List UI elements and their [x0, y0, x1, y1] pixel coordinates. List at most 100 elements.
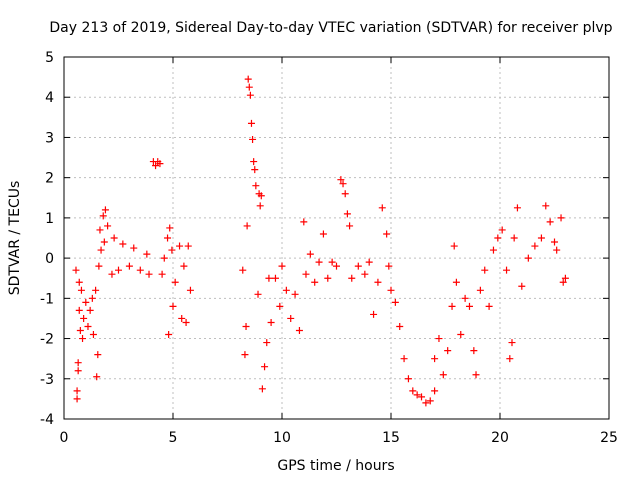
- y-tick-label: 1: [45, 211, 54, 227]
- data-point: [537, 234, 545, 242]
- data-point: [166, 224, 174, 232]
- data-point: [472, 371, 480, 379]
- data-point: [302, 270, 310, 278]
- data-point: [184, 242, 192, 250]
- y-tick-label: 5: [45, 50, 54, 66]
- data-point: [258, 385, 266, 393]
- data-point: [551, 238, 558, 246]
- data-point: [422, 399, 430, 407]
- data-point: [559, 278, 567, 286]
- data-point: [79, 335, 87, 343]
- data-point: [404, 375, 412, 383]
- data-point: [75, 278, 83, 286]
- data-point: [104, 222, 112, 230]
- data-point: [73, 395, 81, 403]
- data-point: [119, 240, 127, 248]
- data-point: [343, 210, 351, 218]
- data-point: [160, 254, 168, 262]
- x-tick-label: 25: [600, 430, 618, 446]
- data-point: [95, 262, 103, 270]
- data-point: [77, 286, 85, 294]
- y-tick-label: 4: [45, 90, 54, 106]
- data-point: [254, 290, 262, 298]
- data-point: [169, 302, 177, 310]
- plot-frame: [63, 56, 610, 420]
- data-point: [553, 246, 561, 254]
- data-point: [426, 397, 434, 405]
- data-point: [76, 327, 84, 335]
- data-point: [246, 91, 254, 99]
- data-point: [503, 266, 511, 274]
- data-point: [186, 286, 194, 294]
- data-point: [339, 180, 347, 188]
- data-point: [341, 190, 349, 198]
- data-point: [518, 282, 526, 290]
- data-point: [249, 135, 257, 143]
- data-point: [374, 278, 382, 286]
- data-point: [319, 230, 327, 238]
- data-point: [444, 347, 452, 355]
- y-tick-label: -4: [40, 412, 54, 428]
- data-point: [365, 258, 373, 266]
- data-point: [239, 266, 247, 274]
- data-point: [100, 238, 108, 246]
- data-point: [257, 192, 265, 200]
- data-point: [73, 387, 81, 395]
- data-point: [84, 322, 92, 330]
- data-point: [383, 230, 391, 238]
- x-tick-label: 5: [169, 430, 178, 446]
- data-point: [108, 270, 116, 278]
- data-point: [333, 262, 340, 270]
- data-point: [243, 222, 251, 230]
- data-point: [328, 258, 336, 266]
- data-point: [413, 391, 421, 399]
- data-point: [506, 355, 514, 363]
- data-point: [101, 206, 109, 214]
- data-point: [125, 262, 133, 270]
- data-point: [508, 339, 516, 347]
- data-point: [252, 182, 260, 190]
- data-point: [513, 204, 521, 212]
- data-point: [435, 335, 443, 343]
- x-axis-label: GPS time / hours: [277, 458, 394, 474]
- data-point: [94, 351, 102, 359]
- data-point: [387, 286, 395, 294]
- data-point: [171, 278, 179, 286]
- y-axis-label: SDTVAR / TECUs: [7, 181, 23, 296]
- data-point: [164, 234, 172, 242]
- data-point: [89, 331, 97, 339]
- data-point: [346, 222, 354, 230]
- data-point: [245, 83, 253, 91]
- data-point: [498, 226, 506, 234]
- data-point: [561, 274, 569, 282]
- y-tick-label: -1: [40, 291, 54, 307]
- data-point: [265, 274, 273, 282]
- data-point: [378, 204, 386, 212]
- data-point: [311, 278, 319, 286]
- data-point: [465, 302, 473, 310]
- x-tick-label: 15: [382, 430, 400, 446]
- data-point: [158, 270, 166, 278]
- x-tick-label: 10: [273, 430, 291, 446]
- data-point: [251, 166, 259, 174]
- data-point: [557, 214, 565, 222]
- y-tick-label: -2: [40, 332, 54, 348]
- data-point: [267, 318, 275, 326]
- data-point: [168, 246, 176, 254]
- y-tick-label: 0: [45, 251, 54, 267]
- data-point: [431, 355, 439, 363]
- data-series-sdtvar: [72, 75, 569, 407]
- data-point: [88, 294, 96, 302]
- data-point: [361, 270, 369, 278]
- data-point: [546, 218, 554, 226]
- grid: [64, 57, 609, 419]
- data-point: [476, 286, 484, 294]
- data-point: [448, 302, 456, 310]
- data-point: [92, 286, 100, 294]
- data-point: [457, 331, 465, 339]
- y-tick-label: 3: [45, 130, 54, 146]
- data-point: [152, 162, 160, 170]
- data-point: [74, 359, 82, 367]
- data-point: [282, 286, 290, 294]
